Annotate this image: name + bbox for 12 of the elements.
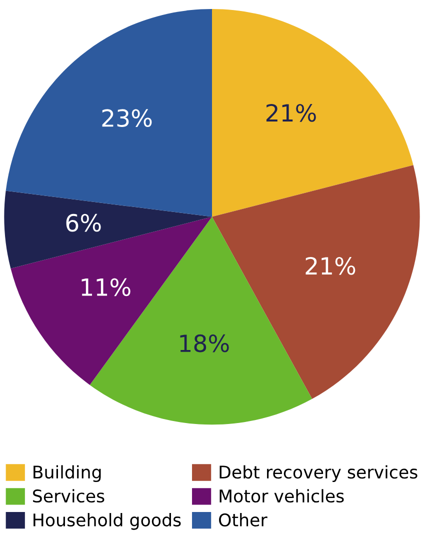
legend-label: Other bbox=[219, 513, 268, 526]
data-label: 11% bbox=[82, 278, 130, 296]
legend-label: Debt recovery services bbox=[220, 465, 418, 482]
legend-label: Household goods bbox=[34, 513, 181, 530]
data-label: 6% bbox=[66, 214, 101, 232]
legend-label: Motor vehicles bbox=[220, 489, 344, 503]
data-label: 21% bbox=[306, 256, 356, 275]
legend-label: Building bbox=[34, 465, 101, 482]
data-label: 18% bbox=[180, 334, 229, 352]
legend-label: Services bbox=[33, 489, 104, 503]
data-label: 21% bbox=[266, 104, 316, 122]
data-label: 23% bbox=[102, 109, 152, 127]
